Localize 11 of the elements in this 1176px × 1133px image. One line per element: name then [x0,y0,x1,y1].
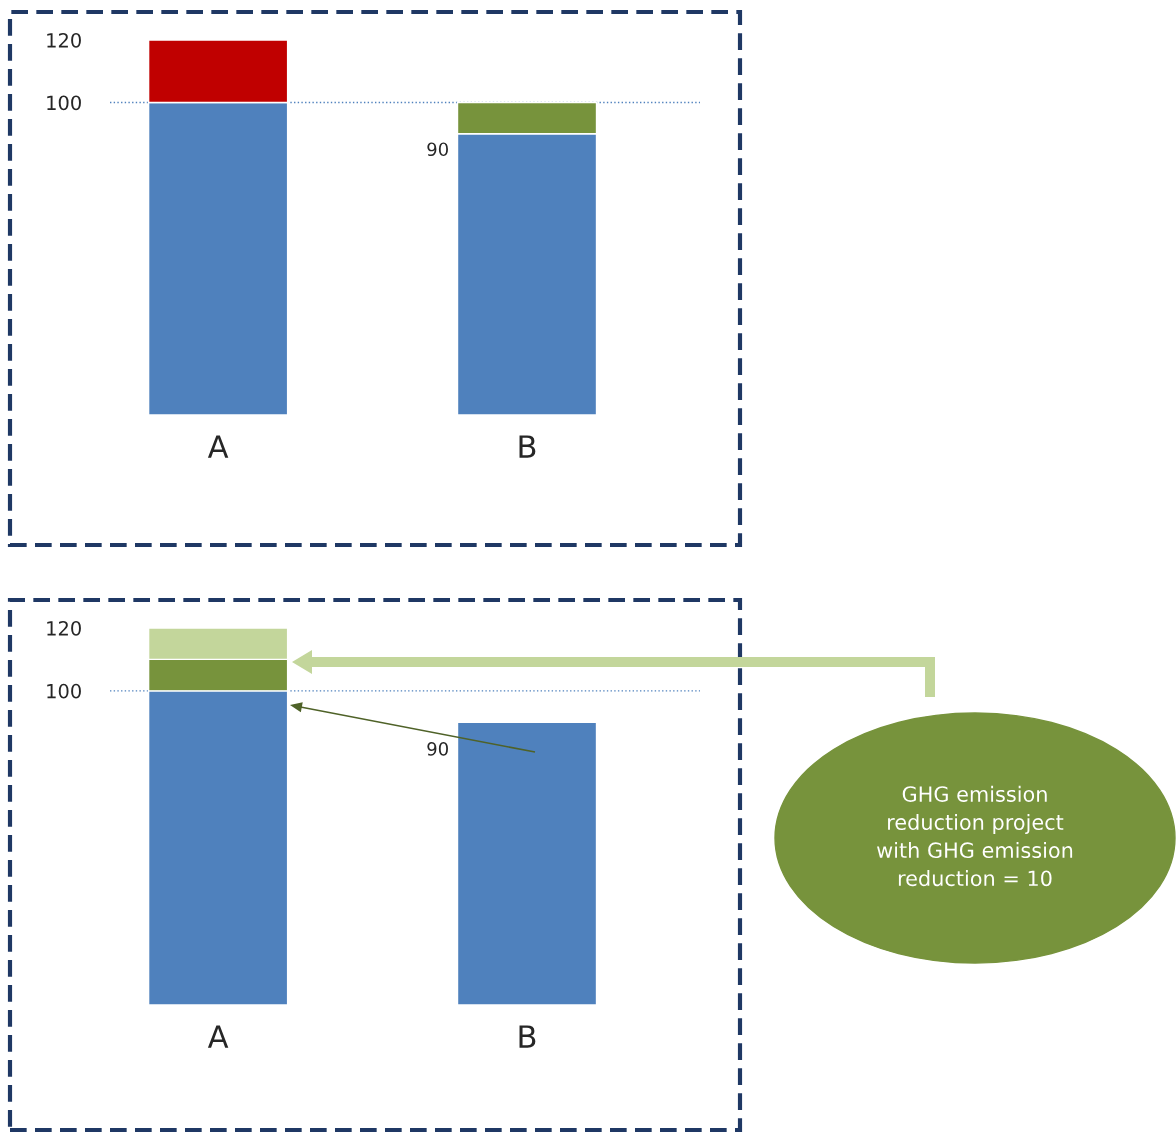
y-tick-label: 100 [47,683,81,699]
x-tick-label: A [207,435,229,458]
x-tick-label: B [519,1025,536,1048]
x-tick-label: A [207,1025,229,1048]
text: GHG emission reduction project with GHG emission reduction = 10 [877,785,1073,887]
y-tick-label: 120 [47,32,81,48]
x-tick-label: B [519,435,536,458]
y-tick-label: 120 [47,620,81,636]
annotation: 90 [427,742,448,756]
y-tick-label: 100 [47,95,81,111]
annotation: 90 [427,142,448,157]
